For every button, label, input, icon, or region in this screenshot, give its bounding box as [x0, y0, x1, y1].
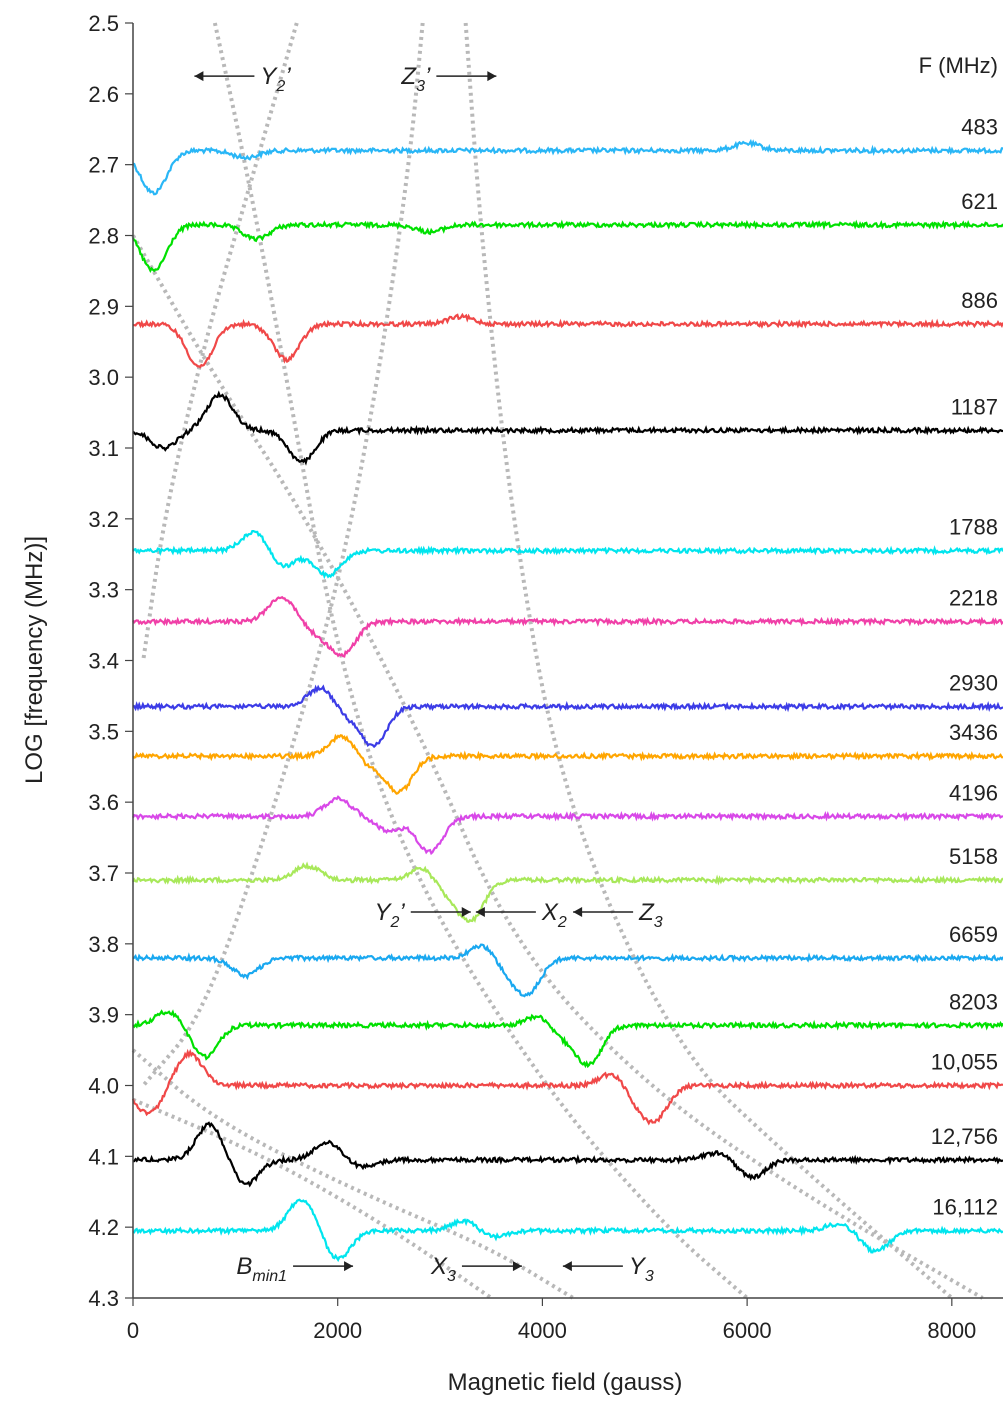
frequency-label: 6659 — [949, 922, 998, 947]
y-tick-label: 3.6 — [88, 790, 119, 815]
guide-curves — [131, 22, 984, 1300]
annotation-label: Y2’ — [260, 63, 291, 95]
trace-8203 — [132, 1009, 1003, 1069]
guide-curve — [463, 22, 954, 1300]
trace-621 — [132, 219, 1003, 273]
frequency-label: 1187 — [951, 394, 998, 419]
trace-2218 — [132, 595, 1003, 658]
frequency-label: 483 — [961, 115, 998, 140]
annotation-X3: X3 — [430, 1253, 522, 1285]
annotations: Y2’ Z3’ X2 Z3 Y2’ Bmin1 X3 Y3 — [194, 63, 663, 1285]
y-tick-label: 3.9 — [88, 1003, 119, 1028]
y-tick-label: 2.6 — [88, 82, 119, 107]
trace-886 — [132, 312, 1003, 369]
guide-curve — [141, 22, 299, 661]
frequency-label: 5158 — [949, 844, 998, 869]
frequency-labels: 483 621 886 1187 1788 2218 2930 3436 4196 5158 665… — [931, 115, 998, 1220]
annotation-Y2: Y2’ — [194, 63, 291, 95]
trace-1788 — [132, 529, 1003, 580]
guide-curve — [212, 22, 749, 1300]
guide-curve — [141, 22, 425, 1087]
annotation-Z3: Z3’ — [400, 63, 497, 95]
y-tick-label: 4.0 — [88, 1074, 119, 1099]
x-tick-label: 8000 — [927, 1318, 976, 1343]
frequency-label: 8203 — [949, 989, 998, 1014]
annotation-label: Y2’ — [374, 899, 405, 931]
frequency-label: 3436 — [949, 720, 998, 745]
y-tick-label: 2.9 — [88, 294, 119, 319]
y-tick-label: 3.1 — [88, 436, 119, 461]
frequency-label: 12,756 — [931, 1124, 998, 1149]
trace-483 — [132, 138, 1003, 196]
y-tick-label: 3.5 — [88, 719, 119, 744]
tick-labels: 2.5 2.6 2.7 2.8 2.9 3.0 3.1 3.2 3.3 3.4 3.5 3.6 3.7 3… — [88, 11, 976, 1343]
y-tick-label: 3.0 — [88, 365, 119, 390]
x-tick-label: 0 — [127, 1318, 139, 1343]
y-tick-label: 4.1 — [88, 1144, 119, 1169]
x-tick-label: 6000 — [723, 1318, 772, 1343]
trace-10055 — [131, 1048, 1003, 1126]
x-tick-label: 2000 — [313, 1318, 362, 1343]
annotation-label: Z3’ — [400, 63, 431, 95]
frequency-label: 2930 — [949, 671, 998, 696]
annotation-Z3: Z3 — [573, 899, 663, 931]
guide-curve — [131, 1048, 575, 1300]
x-axis-title: Magnetic field (gauss) — [448, 1369, 683, 1396]
frequency-label: 4196 — [949, 780, 998, 805]
trace-1187 — [132, 390, 1003, 466]
trace-4196 — [132, 795, 1003, 856]
y-tick-label: 3.8 — [88, 932, 119, 957]
y-tick-label: 2.5 — [88, 11, 119, 36]
frequency-label: 2218 — [949, 586, 998, 611]
trace-16112 — [132, 1198, 1003, 1263]
y-tick-label: 4.3 — [88, 1286, 119, 1311]
axes — [132, 23, 1003, 1299]
annotation-Y3: Y3 — [562, 1253, 654, 1285]
frequency-label: 16,112 — [932, 1195, 998, 1220]
frequency-label: 886 — [961, 288, 998, 313]
frequency-label: 10,055 — [931, 1050, 998, 1075]
trace-2930 — [132, 684, 1003, 749]
annotation-Y2: Y2’ — [374, 899, 471, 931]
y-tick-label: 3.3 — [88, 578, 119, 603]
annotation-Bmin1: Bmin1 — [236, 1253, 354, 1285]
y-tick-label: 4.2 — [88, 1215, 119, 1240]
trace-3436 — [132, 733, 1003, 795]
y-axis-title: LOG [frequency (MHz)] — [21, 536, 48, 784]
guide-curve — [131, 234, 984, 1300]
y-tick-label: 3.7 — [88, 861, 119, 886]
frequency-label: 621 — [961, 189, 998, 214]
annotation-label: X3 — [430, 1253, 456, 1285]
annotation-X2: X2 — [475, 899, 567, 931]
spectra-traces — [131, 138, 1003, 1263]
trace-12756 — [132, 1121, 1003, 1188]
annotation-label: Z3 — [638, 899, 663, 931]
y-tick-label: 2.7 — [88, 153, 119, 178]
annotation-label: Y3 — [629, 1253, 654, 1285]
frequency-header: F (MHz) — [919, 53, 998, 78]
y-tick-label: 3.2 — [88, 507, 119, 532]
y-tick-label: 3.4 — [88, 649, 119, 674]
x-tick-label: 4000 — [518, 1318, 567, 1343]
y-tick-label: 2.8 — [88, 224, 119, 249]
trace-5158 — [132, 861, 1003, 924]
annotation-label: X2 — [541, 899, 567, 931]
guide-curve — [132, 1097, 493, 1300]
trace-6659 — [132, 943, 1003, 998]
frequency-label: 1788 — [949, 515, 998, 540]
annotation-label: Bmin1 — [236, 1253, 287, 1285]
